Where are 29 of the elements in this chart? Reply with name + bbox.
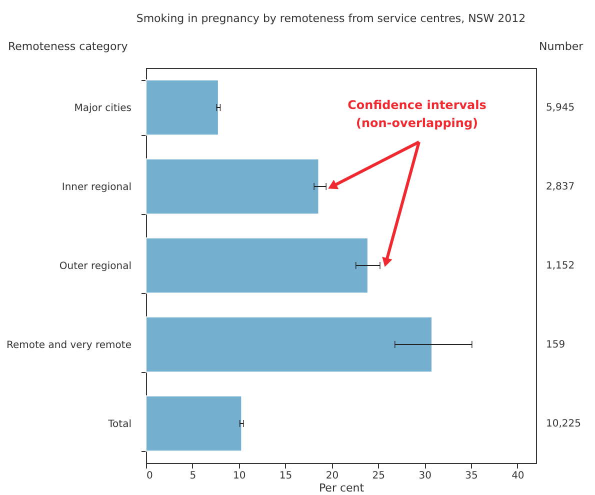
y-tick-label: Total — [107, 419, 132, 430]
x-tick-label: 30 — [418, 470, 432, 482]
y-tick-label: Outer regional — [59, 261, 132, 272]
x-tick-label: 25 — [372, 470, 386, 482]
text: Number — [539, 40, 584, 53]
chart-title: Smoking in pregnancy by remoteness from service centres, NSW 2012 — [136, 12, 526, 25]
text: 159 — [546, 340, 566, 350]
text: 1,152 — [546, 260, 575, 272]
bar — [146, 395, 242, 452]
x-tick-label: 5 — [190, 470, 196, 482]
x-tick-label: 20 — [326, 470, 339, 482]
x-tick-label: 15 — [279, 470, 292, 482]
x-tick-label: 40 — [512, 470, 524, 482]
text: 5,945 — [546, 102, 575, 114]
y-tick-label: Major cities — [74, 103, 132, 114]
bar — [146, 316, 432, 373]
bar — [146, 237, 368, 294]
bar — [146, 79, 219, 136]
x-tick-label: 0 — [146, 470, 153, 482]
y-axis-title: Remoteness category — [8, 40, 128, 53]
text: 2,837 — [546, 182, 575, 192]
x-tick-label: 35 — [465, 470, 478, 482]
y-tick-label: Inner regional — [62, 182, 132, 193]
y-tick-label: Remote and very remote — [6, 340, 132, 351]
x-tick-label: 10 — [232, 470, 246, 482]
annotation: Confidence intervals (non-overlapping) — [348, 98, 486, 130]
x-axis-title: Per cent — [318, 482, 365, 494]
text: 10,225 — [546, 418, 581, 430]
bar — [146, 158, 320, 215]
